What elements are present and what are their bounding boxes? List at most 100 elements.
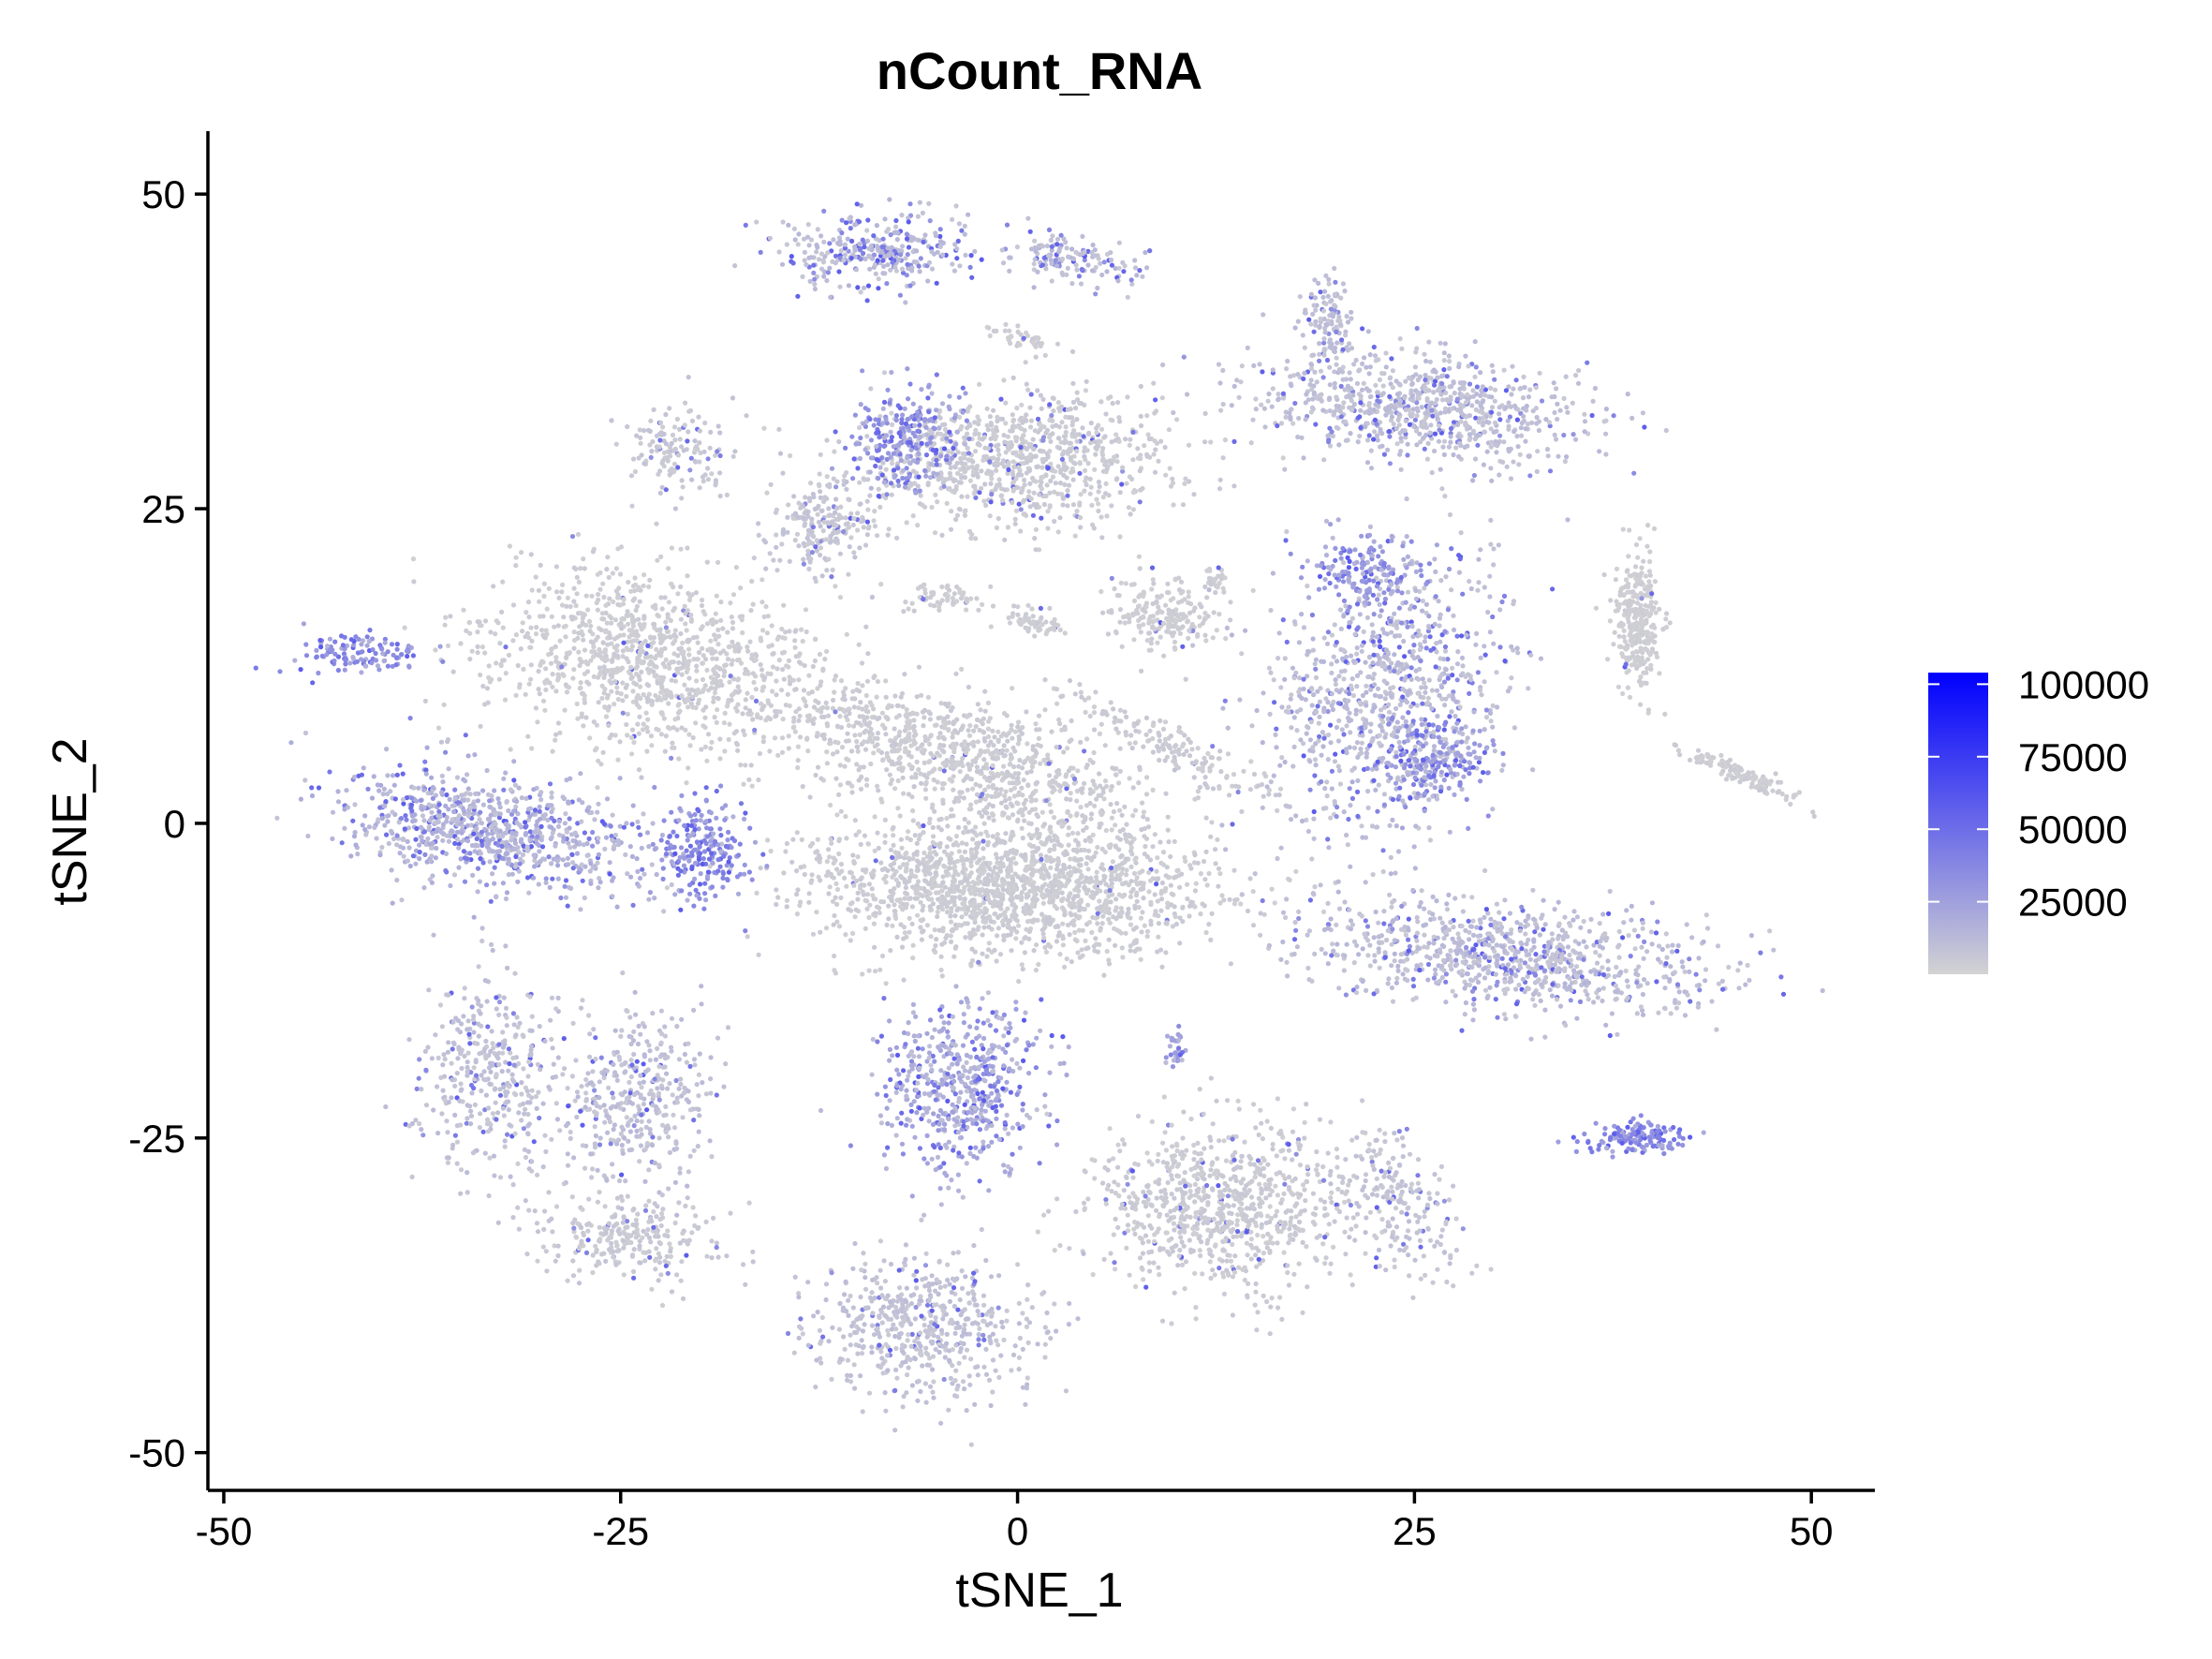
data-point (949, 807, 954, 812)
data-point (1079, 947, 1084, 953)
data-point (971, 743, 977, 748)
data-point (1077, 857, 1083, 863)
data-point (1015, 792, 1022, 798)
data-point (736, 852, 742, 858)
data-point (302, 778, 308, 783)
data-point (1113, 876, 1119, 882)
data-point (907, 762, 912, 768)
data-point (429, 775, 435, 780)
data-point (842, 875, 848, 881)
data-point (1033, 868, 1039, 874)
data-point (508, 747, 513, 752)
data-point (856, 705, 862, 711)
data-point (435, 725, 442, 731)
data-point (1064, 772, 1069, 778)
data-point (709, 739, 715, 745)
data-point (1163, 885, 1169, 891)
data-point (704, 758, 710, 763)
data-point (444, 819, 450, 824)
data-point (641, 615, 647, 621)
data-point (903, 880, 909, 886)
data-point (353, 842, 359, 848)
data-point (1208, 937, 1214, 943)
data-point (590, 549, 597, 555)
data-point (1150, 844, 1156, 850)
data-point (652, 621, 657, 628)
data-point (701, 687, 707, 692)
data-point (715, 559, 721, 566)
data-point (804, 629, 809, 635)
data-point (538, 614, 543, 619)
data-point (681, 649, 686, 655)
data-point (493, 822, 498, 827)
data-point (463, 733, 468, 738)
data-point (995, 914, 1001, 921)
data-point (540, 659, 546, 665)
data-point (698, 871, 703, 877)
data-point (740, 711, 745, 717)
data-point (875, 731, 881, 736)
data-point (583, 593, 589, 599)
data-point (897, 896, 903, 902)
data-point (743, 928, 748, 934)
data-point (674, 670, 681, 675)
data-point (1015, 719, 1022, 725)
data-point (719, 806, 725, 811)
data-point (884, 922, 890, 928)
data-point (570, 860, 576, 866)
data-point (845, 718, 850, 723)
data-point (330, 809, 336, 815)
data-point (696, 649, 702, 656)
data-point (487, 798, 493, 804)
data-point (891, 891, 896, 896)
data-point (656, 697, 661, 703)
data-point (455, 829, 461, 836)
data-point (725, 657, 731, 662)
data-point (465, 772, 470, 778)
data-point (1033, 849, 1039, 854)
data-point (1110, 859, 1115, 865)
data-point (911, 723, 917, 730)
data-point (720, 870, 727, 877)
data-point (852, 818, 858, 823)
data-point (626, 621, 631, 627)
data-point (1132, 807, 1139, 813)
data-point (834, 749, 840, 755)
data-point (582, 566, 587, 571)
data-point (922, 707, 928, 713)
data-point (691, 657, 697, 662)
data-point (1131, 870, 1138, 877)
data-point (686, 659, 692, 664)
data-point (937, 840, 943, 847)
data-point (907, 711, 913, 717)
data-point (1003, 789, 1009, 794)
data-point (659, 685, 665, 690)
data-point (563, 623, 568, 629)
data-point (951, 954, 957, 959)
data-point (919, 780, 924, 786)
data-point (553, 843, 558, 849)
data-point (678, 630, 684, 637)
data-point (747, 639, 753, 644)
data-point (678, 845, 685, 851)
data-point (749, 656, 755, 661)
data-point (1013, 936, 1019, 941)
data-point (1122, 832, 1128, 837)
data-point (843, 932, 848, 938)
data-point (624, 693, 629, 700)
data-point (1202, 755, 1207, 761)
data-point (1046, 761, 1052, 766)
data-point (636, 824, 641, 830)
data-point (362, 826, 368, 833)
data-point (972, 931, 978, 937)
data-point (653, 692, 658, 699)
data-point (422, 759, 428, 764)
data-point (694, 663, 700, 669)
data-point (596, 836, 601, 841)
data-point (940, 926, 946, 931)
data-point (784, 904, 789, 910)
data-point (745, 644, 750, 650)
data-point (559, 589, 565, 595)
data-point (1128, 879, 1134, 884)
data-point (1166, 735, 1172, 741)
